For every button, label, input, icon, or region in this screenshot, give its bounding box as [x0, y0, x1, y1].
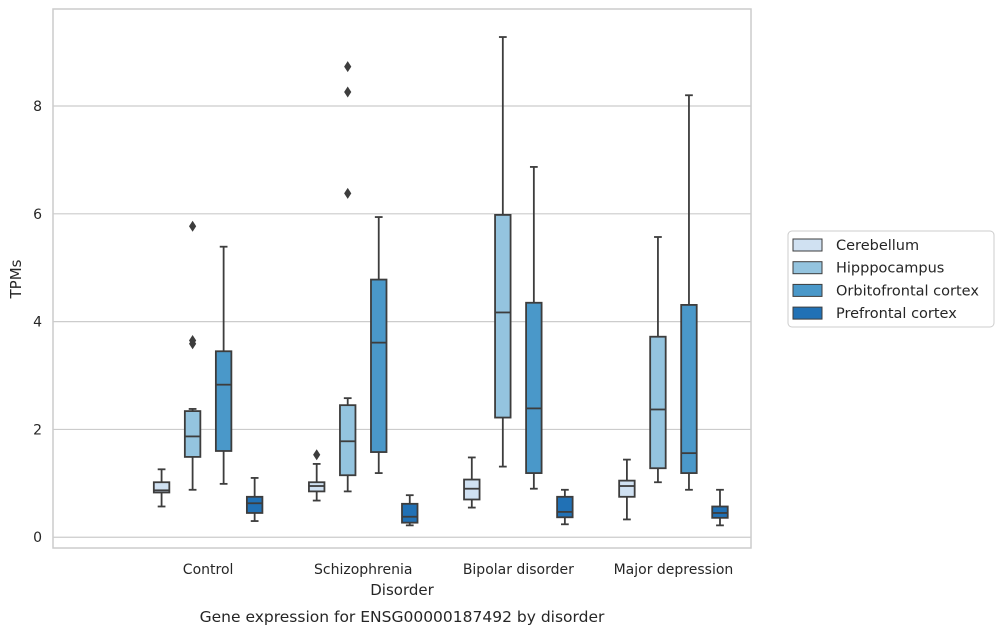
- box-cerebellum: [152, 468, 171, 508]
- x-tick-label: Schizophrenia: [314, 562, 412, 578]
- iqr-box: [649, 335, 667, 470]
- outlier-point: [189, 220, 197, 232]
- outlier-point: [313, 449, 321, 461]
- iqr-box: [494, 213, 512, 419]
- legend-swatch: [792, 238, 823, 252]
- legend-label: Cerebellum: [836, 238, 919, 254]
- box-cerebellum: [308, 449, 326, 502]
- iqr-box: [214, 350, 233, 452]
- y-axis-tick-labels: 0 2 4 6 8: [33, 99, 42, 546]
- box-plot-area: [152, 36, 729, 527]
- box-cerebellum: [463, 456, 481, 509]
- y-tick-label: 4: [33, 315, 42, 331]
- y-axis-label: TPMs: [7, 259, 25, 299]
- box-orbitofrontal-cortex: [214, 245, 233, 485]
- plot-frame: [52, 8, 752, 549]
- y-tick-label: 6: [33, 207, 42, 223]
- box-hipppocampus: [649, 236, 667, 484]
- legend: Cerebellum Hipppocampus Orbitofrontal cort…: [787, 230, 995, 328]
- box-orbitofrontal-cortex: [680, 94, 698, 491]
- legend-swatch: [792, 261, 823, 275]
- outlier-point: [189, 334, 197, 346]
- gridlines: [53, 105, 751, 538]
- x-axis-label: Disorder: [370, 581, 434, 599]
- legend-label: Prefrontal cortex: [836, 306, 957, 322]
- iqr-box: [680, 304, 698, 474]
- y-tick-label: 0: [33, 530, 42, 546]
- box-prefrontal-cortex: [711, 488, 729, 527]
- iqr-box: [152, 481, 171, 494]
- legend-swatch: [792, 283, 823, 297]
- iqr-box: [370, 278, 388, 453]
- outlier-point: [344, 86, 352, 98]
- iqr-box: [618, 479, 636, 498]
- box-prefrontal-cortex: [401, 494, 419, 527]
- box-hipppocampus: [494, 36, 512, 468]
- box-prefrontal-cortex: [556, 488, 574, 526]
- x-axis-tick-labels: Control Schizophrenia Bipolar disorder Majo…: [183, 562, 733, 578]
- legend-frame: [787, 230, 995, 328]
- outlier-point: [344, 187, 352, 199]
- legend-label: Hipppocampus: [836, 261, 944, 277]
- box-cerebellum: [618, 458, 636, 521]
- x-tick-label: Major depression: [614, 562, 734, 578]
- iqr-box: [183, 410, 202, 458]
- x-tick-label: Control: [183, 562, 234, 578]
- iqr-box: [401, 502, 419, 524]
- iqr-box: [525, 301, 543, 474]
- legend-label: Orbitofrontal cortex: [836, 283, 979, 299]
- chart-title: Gene expression for ENSG00000187492 by d…: [200, 608, 605, 626]
- box-orbitofrontal-cortex: [525, 166, 543, 490]
- outlier-point: [344, 61, 352, 73]
- iqr-box: [339, 404, 357, 477]
- x-tick-label: Bipolar disorder: [463, 562, 574, 578]
- iqr-box: [556, 495, 574, 519]
- box-hipppocampus: [339, 61, 357, 493]
- iqr-box: [245, 495, 264, 514]
- y-tick-label: 8: [33, 99, 42, 115]
- y-tick-label: 2: [33, 422, 42, 438]
- box-hipppocampus: [183, 220, 202, 491]
- legend-swatch: [792, 306, 823, 320]
- box-prefrontal-cortex: [245, 477, 264, 522]
- box-orbitofrontal-cortex: [370, 216, 388, 474]
